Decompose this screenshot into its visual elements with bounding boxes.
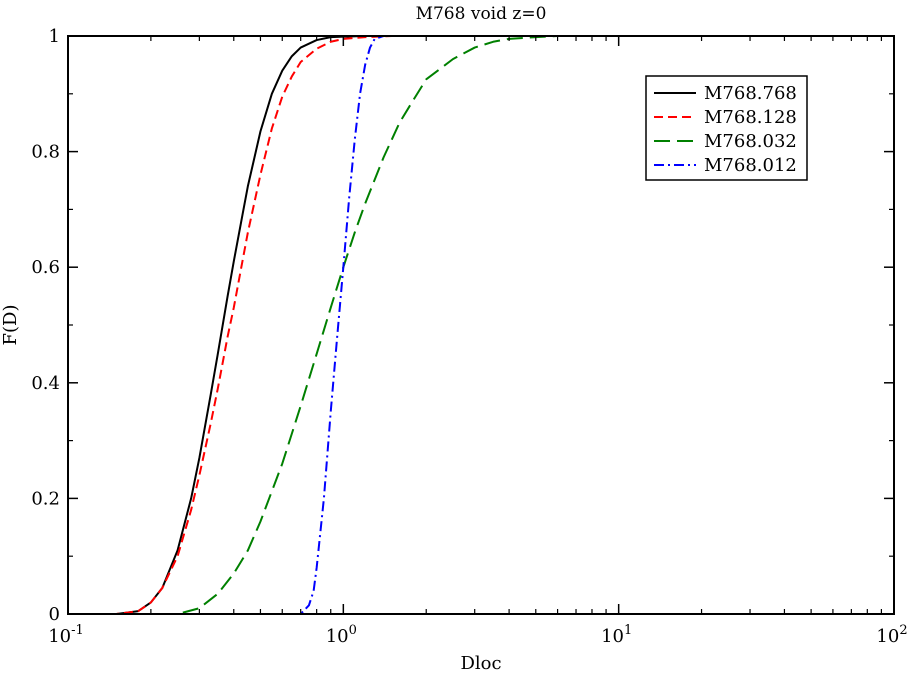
y-tick-label: 0.2 bbox=[31, 488, 60, 509]
plot-frame bbox=[67, 35, 895, 615]
y-tick-label: 1 bbox=[49, 26, 60, 47]
y-axis-label: F(D) bbox=[0, 305, 21, 346]
series-line-4 bbox=[68, 35, 894, 615]
legend-label-1: M768.768 bbox=[704, 83, 797, 104]
y-tick-label: 0 bbox=[49, 604, 60, 625]
legend-label-4: M768.012 bbox=[704, 155, 797, 176]
x-axis-label: Dloc bbox=[460, 653, 501, 674]
x-tick-label: 10-1 bbox=[48, 623, 84, 647]
series-line-3 bbox=[68, 35, 894, 615]
legend: M768.768 M768.128 M768.032 M768.012 bbox=[645, 75, 808, 181]
y-tick-label: 0.8 bbox=[31, 142, 60, 163]
y-tick-label: 0.4 bbox=[31, 373, 60, 394]
x-tick-label: 102 bbox=[876, 623, 907, 647]
x-tick-label: 101 bbox=[601, 623, 632, 647]
legend-label-3: M768.032 bbox=[704, 131, 797, 152]
x-tick-label: 100 bbox=[326, 623, 357, 647]
legend-label-2: M768.128 bbox=[704, 107, 797, 128]
chart-title: M768 void z=0 bbox=[416, 4, 547, 24]
y-tick-label: 0.6 bbox=[31, 257, 60, 278]
